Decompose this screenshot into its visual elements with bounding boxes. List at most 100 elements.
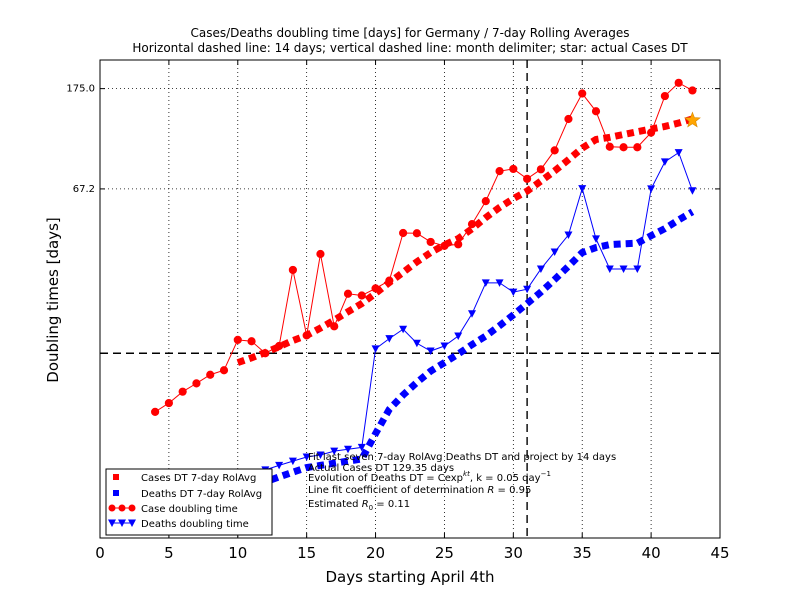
deaths-rolavg-series-point — [499, 325, 500, 326]
cases-rolavg-series-point — [664, 126, 665, 127]
deaths-rolavg-series-line — [236, 208, 695, 496]
case-doubling-point — [674, 78, 683, 87]
cases-rolavg-series-point — [472, 228, 473, 229]
deaths-doubling-point — [385, 335, 394, 343]
legend-label-cases-rolavg: Cases DT 7-day RolAvg — [141, 473, 256, 484]
cases-rolavg-series-point — [485, 217, 486, 218]
case-doubling-point — [550, 146, 559, 155]
cases-rolavg-series-point — [361, 303, 362, 304]
legend-marker-deaths-dt — [108, 519, 136, 527]
case-doubling-point — [178, 387, 187, 396]
deaths-doubling-point — [660, 158, 669, 166]
case-doubling-point — [633, 143, 642, 152]
deaths-rolavg-series-point — [692, 211, 693, 212]
case-doubling-point — [688, 86, 697, 95]
case-doubling-point — [343, 289, 353, 298]
deaths-doubling-point — [316, 451, 325, 460]
case-doubling-point — [481, 197, 490, 206]
deaths-doubling-point — [633, 265, 642, 273]
deaths-rolavg-series-point — [582, 252, 583, 253]
deaths-doubling-point — [344, 445, 352, 454]
case-doubling-point — [330, 322, 339, 331]
legend-markers — [108, 474, 136, 527]
deaths-rolavg-series-point — [568, 266, 569, 267]
deaths-rolavg-series-point — [485, 336, 486, 337]
cases-rolavg-series-point — [430, 252, 431, 253]
case-doubling-point — [288, 265, 297, 275]
x-tick-label: 5 — [164, 544, 174, 562]
x-tick-label: 40 — [642, 544, 661, 562]
cases-rolavg-series-point — [320, 328, 321, 329]
legend-marker-cases-rolavg — [113, 474, 119, 480]
deaths-rolavg-series-point — [651, 235, 652, 236]
deaths-doubling-line — [210, 151, 693, 491]
cases-rolavg-series-point — [609, 137, 610, 138]
deaths-rolavg-series-point — [554, 279, 555, 280]
deaths-doubling-point — [481, 279, 490, 287]
y-tick-label: 175.0 — [66, 84, 95, 95]
cases-rolavg-series — [236, 115, 694, 366]
annotation-r-label: Line fit coefficient of determination — [308, 485, 487, 496]
deaths-doubling-point — [495, 279, 504, 287]
deaths-doubling-point — [275, 461, 284, 470]
case-doubling-point — [151, 407, 160, 416]
deaths-doubling-point — [357, 443, 366, 452]
cases-rolavg-series-point — [403, 272, 404, 273]
case-doubling-point — [578, 89, 587, 98]
y-tick-label: 67.2 — [73, 184, 95, 195]
case-doubling-point — [495, 167, 504, 176]
legend-marker-case-dt-dot — [118, 504, 126, 512]
deaths-rolavg-series-point — [596, 247, 597, 248]
case-doubling-point — [371, 284, 380, 293]
case-doubling-point — [206, 370, 215, 379]
deaths-rolavg-series-point — [389, 409, 390, 410]
cases-rolavg-series-point — [582, 148, 583, 149]
case-doubling-point — [647, 128, 656, 137]
case-doubling-point — [164, 398, 173, 408]
cases-rolavg-series-point — [540, 181, 541, 182]
plot-frame — [99, 59, 721, 539]
annotation-evolution-text: Evolution of Deaths DT = Cexp — [308, 473, 463, 484]
deaths-doubling-point — [647, 185, 656, 193]
legend-box — [105, 468, 273, 536]
case-doubling-point — [399, 228, 408, 238]
case-doubling-point — [454, 240, 463, 249]
legend-marker-deaths-dt-triangle — [108, 519, 116, 527]
deaths-doubling-point — [330, 447, 339, 456]
deaths-doubling-point — [605, 265, 614, 273]
deaths-doubling-point — [550, 248, 559, 256]
cases-rolavg-series-point — [237, 362, 238, 363]
annotation-r0: Estimated R0 = 0.11 — [308, 499, 410, 512]
annotation-r-squared: Line fit coefficient of determination R … — [308, 485, 531, 496]
cases-rolavg-series-point — [348, 311, 349, 312]
case-doubling-point — [261, 349, 270, 358]
annotation-evolution: Evolution of Deaths DT = Cexpkt, k = 0.0… — [308, 470, 551, 484]
case-doubling-point — [440, 241, 449, 251]
cases-rolavg-series-point — [513, 198, 514, 199]
cases-rolavg-series-point — [678, 123, 679, 124]
x-tick-label: 25 — [435, 544, 454, 562]
deaths-doubling-point — [509, 288, 518, 297]
annotation-r0-sub: 0 — [369, 504, 373, 512]
case-doubling-point — [564, 114, 573, 124]
deaths-doubling-point — [399, 325, 408, 334]
case-doubling-point — [605, 142, 614, 151]
deaths-doubling-point — [426, 347, 435, 356]
legend-marker-deaths-dt-triangle — [128, 519, 136, 527]
case-doubling-line — [154, 82, 693, 413]
annotation-r0-label: Estimated — [308, 499, 362, 510]
x-tick-label: 45 — [710, 544, 729, 562]
case-doubling-point — [247, 337, 256, 346]
cases-rolavg-series-point — [458, 238, 459, 239]
deaths-rolavg-series-point — [664, 228, 665, 229]
annotation-rate: , k = 0.05 day — [470, 473, 541, 484]
deaths-rolavg-series-point — [540, 292, 541, 293]
annotation-actual-cases: Actual Cases DT 129.35 days — [308, 463, 454, 474]
deaths-rolavg-series-point — [403, 394, 404, 395]
deaths-rolavg-series-point — [292, 472, 293, 473]
deaths-doubling-point — [536, 265, 545, 273]
annotation-r0-symbol: R — [362, 499, 369, 510]
deaths-rolavg-series-point — [444, 362, 445, 363]
case-doubling-point — [219, 366, 229, 375]
deaths-doubling-series — [206, 149, 697, 494]
